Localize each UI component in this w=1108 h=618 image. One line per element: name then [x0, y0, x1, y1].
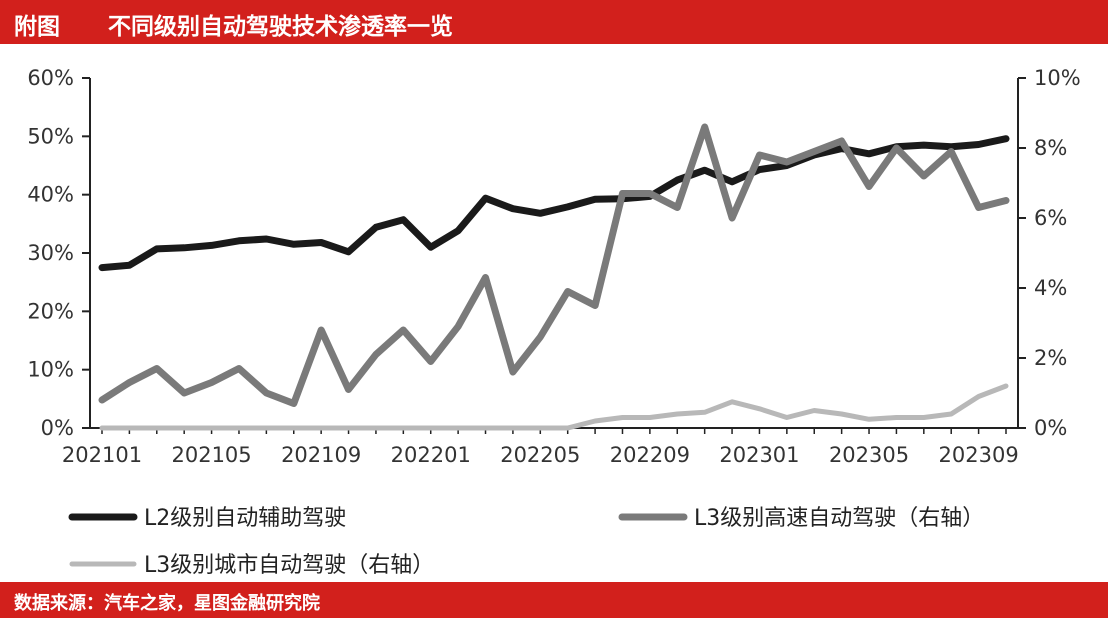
- x-tick-label: 202201: [391, 443, 471, 467]
- legend-label-3: L3级别城市自动驾驶（右轴）: [144, 553, 434, 578]
- left-tick-label: 10%: [27, 358, 74, 382]
- x-tick-label: 202305: [829, 443, 909, 467]
- x-tick-label: 202309: [939, 443, 1019, 467]
- right-tick-label: 8%: [1034, 136, 1067, 160]
- left-tick-label: 30%: [27, 241, 74, 265]
- left-tick-label: 20%: [27, 299, 74, 323]
- x-tick-label: 202109: [281, 443, 361, 467]
- figure-tag: 附图: [14, 14, 60, 40]
- left-tick-label: 0%: [41, 416, 74, 440]
- series-line-2: [98, 123, 1010, 407]
- left-tick-label: 50%: [27, 124, 74, 148]
- x-tick-label: 202209: [610, 443, 690, 467]
- data-source: 数据来源：汽车之家，星图金融研究院: [14, 593, 320, 614]
- right-tick-label: 10%: [1034, 66, 1081, 90]
- legend-label-1: L2级别自动辅助驾驶: [144, 506, 346, 531]
- legend-label-2: L3级别高速自动驾驶（右轴）: [694, 506, 984, 531]
- right-tick-label: 6%: [1034, 206, 1067, 230]
- right-tick-label: 2%: [1034, 346, 1067, 370]
- x-tick-label: 202205: [500, 443, 580, 467]
- right-tick-label: 0%: [1034, 416, 1067, 440]
- header-bar: 附图 不同级别自动驾驶技术渗透率一览: [0, 0, 1108, 44]
- x-tick-label: 202105: [171, 443, 251, 467]
- series-line-1: [98, 135, 1010, 272]
- x-tick-label: 202101: [62, 443, 142, 467]
- x-tick-label: 202301: [719, 443, 799, 467]
- series-line-3: [99, 383, 1009, 431]
- left-tick-label: 60%: [27, 66, 74, 90]
- right-tick-label: 4%: [1034, 276, 1067, 300]
- left-tick-label: 40%: [27, 183, 74, 207]
- chart-title: 不同级别自动驾驶技术渗透率一览: [108, 14, 453, 40]
- footer-bar: 数据来源：汽车之家，星图金融研究院: [0, 582, 1108, 618]
